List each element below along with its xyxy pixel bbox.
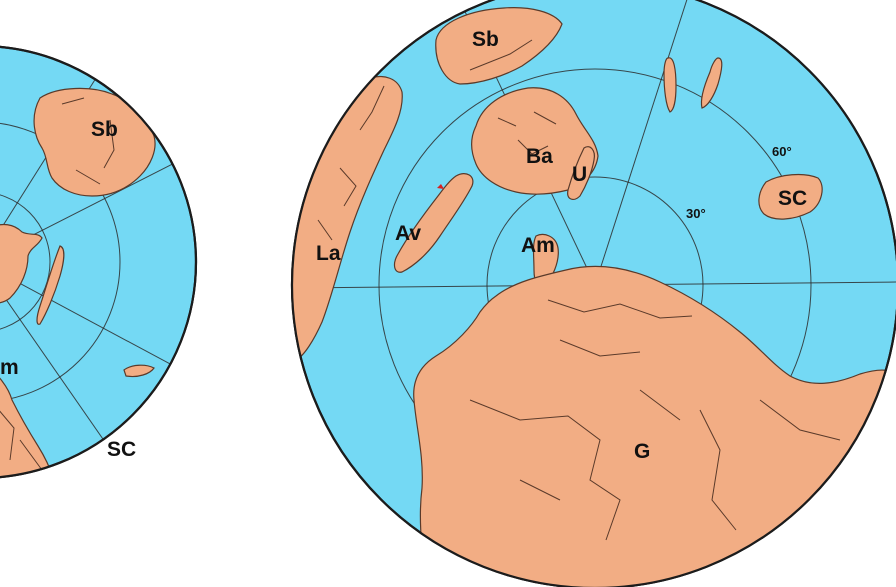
right-sliver-a (663, 57, 677, 113)
right-siberia-landmass (435, 7, 563, 85)
right-sliver-b (700, 57, 723, 109)
right-label-la: La (316, 242, 341, 265)
right-label-u: U (572, 163, 587, 186)
right-urals-sliver (567, 146, 595, 200)
right-label-av: Av (395, 222, 421, 245)
right-latitude-label-30: 30° (686, 206, 706, 221)
left-gondwana-landmass (0, 358, 57, 478)
right-south-china-landmass (758, 173, 823, 220)
left-microcontinent-sliver (36, 245, 65, 325)
right-avalonia-landmass (393, 173, 474, 273)
right-label-ba: Ba (526, 145, 553, 168)
left-siberia-landmass (33, 87, 156, 197)
right-globe: Sb Ba U La Av Am SC G 30° 60° (290, 0, 896, 587)
left-globe: Sb m SC (0, 45, 198, 479)
right-label-sb: Sb (472, 28, 499, 51)
left-label-am-partial: m (0, 356, 19, 379)
left-label-sc: SC (107, 438, 136, 461)
right-label-g: G (634, 440, 650, 463)
right-label-sc: SC (778, 187, 807, 210)
left-small-island (123, 364, 155, 378)
right-label-am: Am (521, 234, 555, 257)
right-avalonia-marker (437, 184, 444, 189)
left-baltica-landmass (0, 223, 43, 304)
right-latitude-label-60: 60° (772, 144, 792, 159)
left-label-sb: Sb (91, 118, 118, 141)
